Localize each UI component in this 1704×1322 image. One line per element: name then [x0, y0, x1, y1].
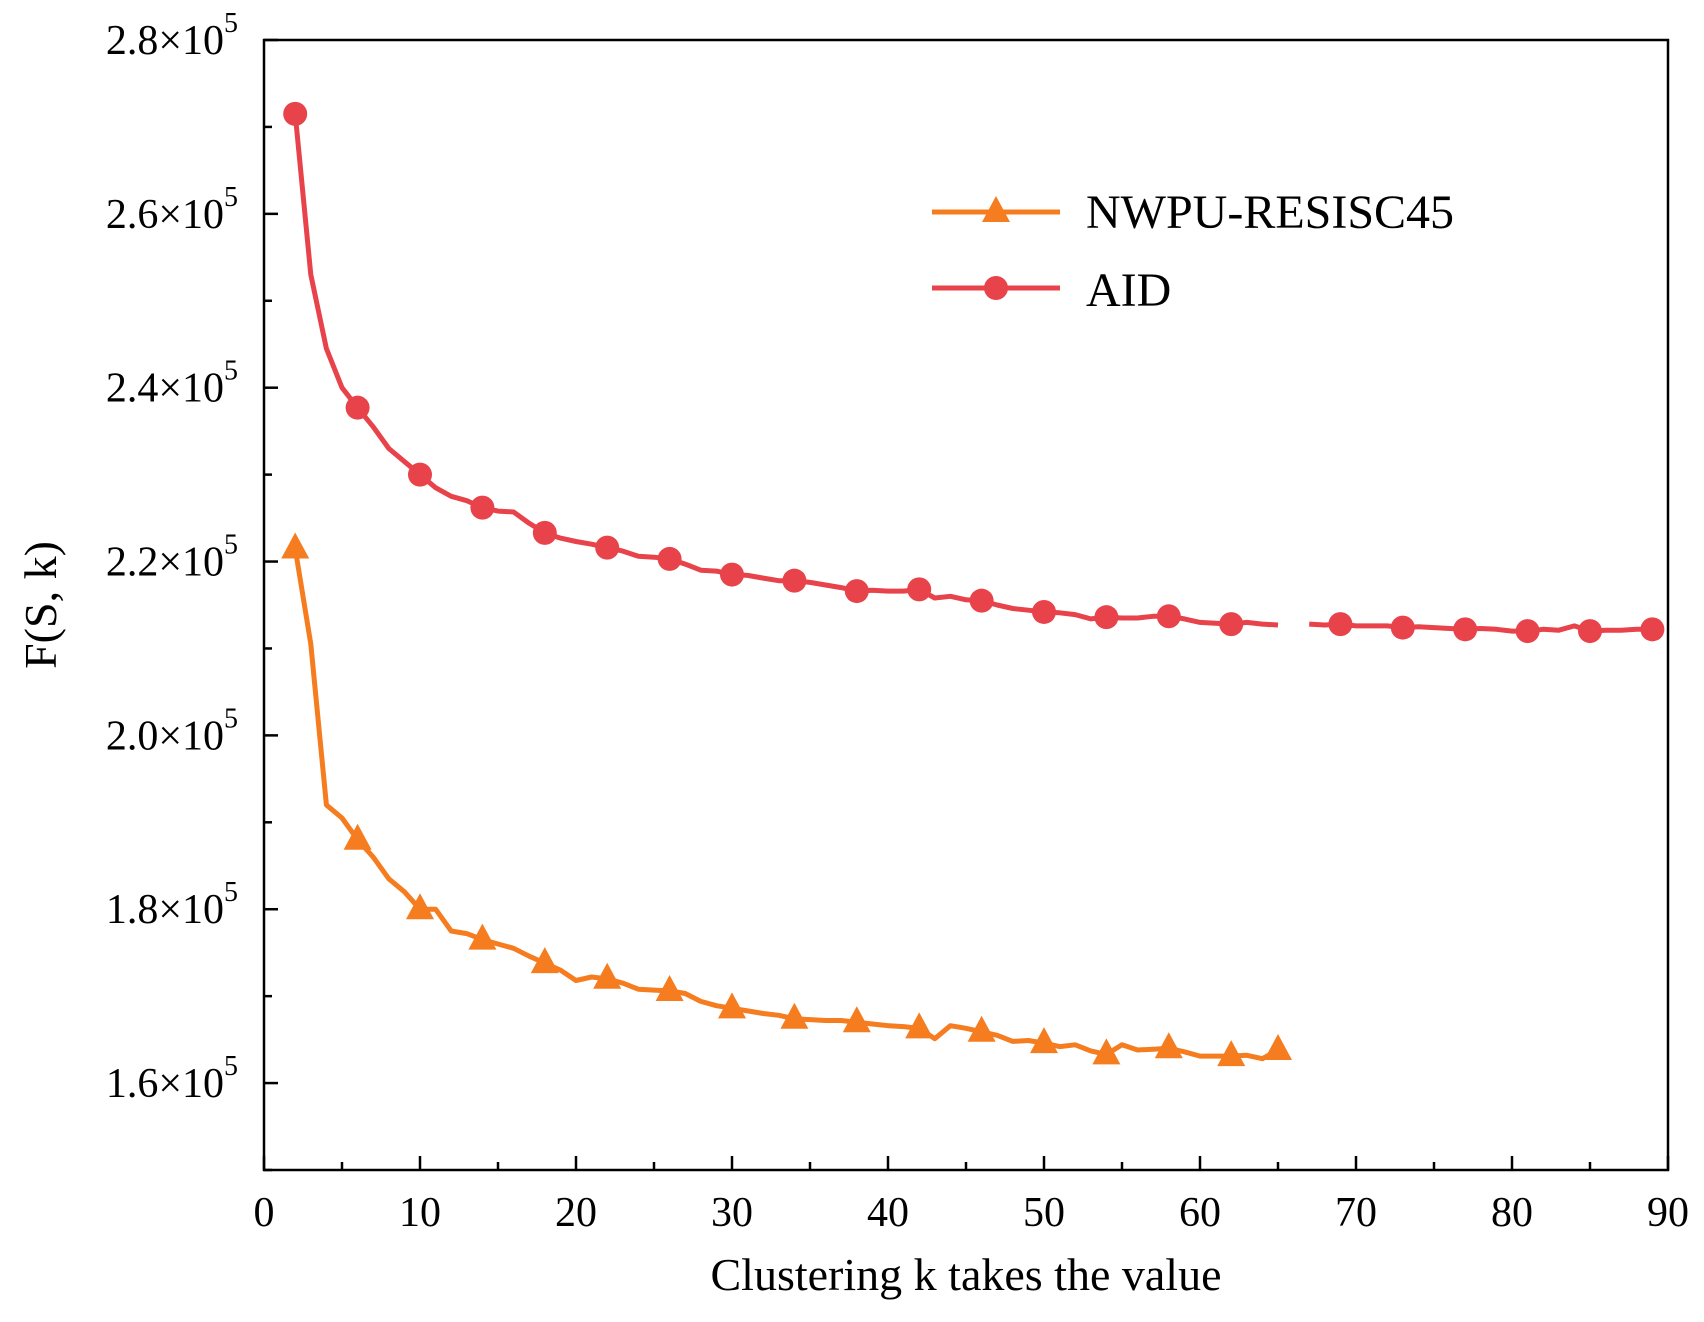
data-point-circle — [470, 495, 495, 520]
y-tick-label: 2.0×105 — [106, 703, 238, 759]
legend-marker-circle — [984, 276, 1008, 300]
data-point-triangle — [530, 947, 559, 974]
data-point-circle — [345, 395, 370, 420]
data-point-triangle — [718, 992, 746, 1019]
data-point-triangle — [1217, 1040, 1246, 1067]
data-point-triangle — [1154, 1032, 1183, 1059]
legend: NWPU-RESISC45 AID — [932, 186, 1454, 317]
x-tick-label: 50 — [1023, 1190, 1065, 1236]
data-point-circle — [1156, 604, 1181, 629]
data-point-triangle — [1092, 1038, 1121, 1065]
data-point-circle — [657, 546, 682, 571]
data-point-triangle — [343, 823, 372, 850]
series-layer — [281, 101, 1665, 1067]
y-tick-label: 1.6×105 — [106, 1051, 238, 1107]
x-axis-title: Clustering k takes the value — [711, 1249, 1222, 1300]
y-axis-title: F(S, k) — [15, 541, 66, 669]
data-point-triangle — [842, 1006, 871, 1033]
data-point-circle — [844, 579, 869, 604]
data-point-circle — [907, 577, 932, 602]
data-point-circle — [1515, 619, 1540, 644]
data-point-circle — [720, 562, 744, 587]
data-point-circle — [969, 588, 994, 613]
data-point-circle — [532, 520, 557, 545]
data-point-triangle — [468, 923, 497, 950]
series-line-0 — [292, 548, 1280, 1062]
data-point-triangle — [967, 1015, 996, 1042]
data-point-circle — [283, 101, 308, 126]
data-point-triangle — [281, 532, 310, 559]
data-point-circle — [782, 568, 807, 593]
x-tick-label: 80 — [1491, 1190, 1533, 1236]
x-tick-label: 30 — [711, 1190, 753, 1236]
data-point-circle — [1032, 599, 1056, 624]
data-point-circle — [1219, 612, 1244, 637]
x-tick-label: 90 — [1647, 1190, 1689, 1236]
data-point-triangle — [1264, 1034, 1292, 1061]
data-point-circle — [1640, 617, 1665, 642]
y-tick-label: 2.4×105 — [106, 356, 238, 412]
data-point-circle — [1094, 605, 1119, 630]
data-point-triangle — [593, 962, 622, 989]
x-tick-label: 20 — [555, 1190, 597, 1236]
x-tick-label: 10 — [399, 1190, 441, 1236]
y-tick-label: 1.8×105 — [106, 877, 238, 933]
data-point-triangle — [655, 974, 684, 1001]
data-point-circle — [1328, 612, 1353, 637]
data-point-triangle — [905, 1012, 934, 1039]
data-point-triangle — [780, 1002, 809, 1029]
legend-marker-triangle — [982, 196, 1010, 222]
data-point-circle — [595, 535, 620, 560]
data-point-circle — [408, 462, 432, 487]
x-tick-label: 0 — [254, 1190, 275, 1236]
legend-label-nwpu: NWPU-RESISC45 — [1086, 186, 1454, 239]
data-point-circle — [1390, 615, 1415, 640]
data-point-circle — [1578, 619, 1602, 644]
x-tick-label: 40 — [867, 1190, 909, 1236]
x-tick-label: 60 — [1179, 1190, 1221, 1236]
legend-label-aid: AID — [1086, 264, 1171, 317]
x-axis-ticks: 0 10 20 30 40 50 60 70 80 90 — [254, 1156, 1689, 1236]
y-axis-ticks: 1.6×105 1.8×105 2.0×105 2.2×105 2.4×105 2.6×1… — [106, 8, 278, 1172]
y-tick-label: 2.8×105 — [106, 8, 238, 64]
y-tick-label: 2.6×105 — [106, 182, 238, 238]
data-point-triangle — [406, 893, 434, 920]
data-point-triangle — [1030, 1027, 1058, 1054]
y-tick-label: 2.2×105 — [106, 530, 238, 586]
x-tick-label: 70 — [1335, 1190, 1377, 1236]
data-point-circle — [1453, 617, 1478, 642]
